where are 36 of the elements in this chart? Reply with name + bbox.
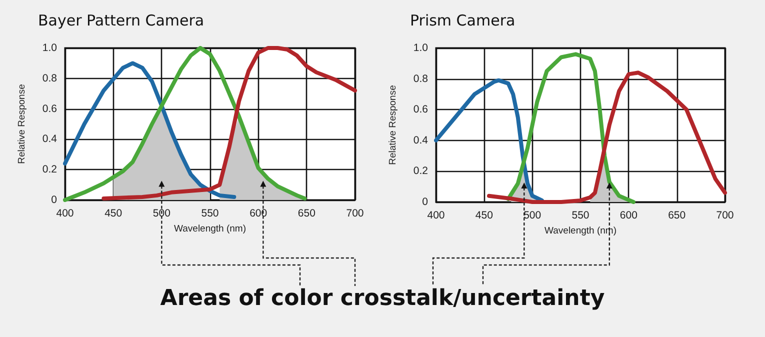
y-tick-label: 0.6 [413, 104, 428, 116]
y-tick-label: 0 [51, 194, 58, 206]
y-tick-label: 0.8 [42, 72, 58, 84]
x-tick-label: 700 [716, 210, 734, 222]
x-tick-label: 550 [572, 210, 590, 222]
line-series [434, 78, 544, 202]
line-series [486, 70, 727, 204]
text: Areas of color crosstalk/uncertainty [159, 286, 606, 311]
y-axis-title: Relative Response [16, 84, 28, 164]
x-tick-label: 650 [668, 210, 686, 222]
x-tick-label: 400 [427, 210, 445, 222]
line-series [506, 52, 636, 204]
x-tick-label: 550 [201, 208, 219, 220]
y-tick-label: 1.0 [413, 42, 428, 54]
y-tick-label: 0.4 [413, 134, 428, 146]
y-axis-title: Relative Response [388, 85, 398, 165]
x-tick-label: 450 [475, 210, 494, 222]
x-tick-label: 450 [104, 208, 122, 220]
line-series [63, 61, 236, 199]
chart-title: Prism Camera [410, 12, 516, 30]
y-tick-label: 0.2 [413, 165, 428, 178]
x-tick-label: 500 [524, 210, 542, 222]
y-tick-label: 0 [422, 196, 428, 208]
x-tick-label: 600 [250, 208, 268, 220]
y-tick-label: 0.8 [413, 72, 428, 85]
y-tick-label: 0.6 [42, 102, 58, 115]
x-tick-label: 400 [56, 208, 74, 220]
x-axis-title: Wavelength (nm) [174, 224, 246, 234]
x-tick-label: 600 [620, 210, 638, 222]
y-tick-label: 1.0 [42, 42, 58, 54]
x-tick-label: 650 [298, 208, 316, 220]
y-tick-label: 0.2 [42, 164, 58, 176]
x-tick-label: 500 [152, 208, 171, 220]
y-tick-label: 0.4 [42, 133, 58, 146]
x-tick-label: 700 [346, 208, 364, 220]
chart-title: Bayer Pattern Camera [38, 12, 204, 30]
